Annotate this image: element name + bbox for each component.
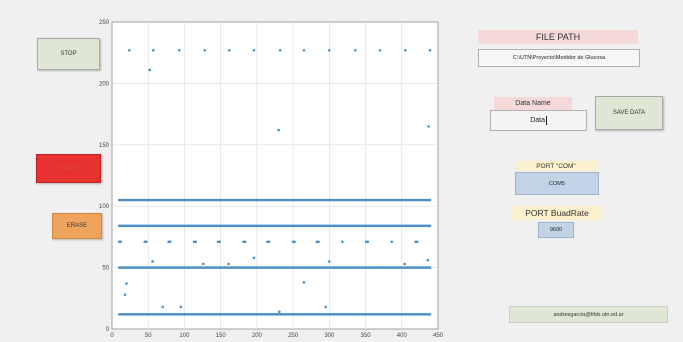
x-tick-label: 400 [397, 333, 408, 339]
footer-email: andresgarcia@frbb.utn.ed.ar [509, 306, 668, 323]
data-name-label: Data Name [494, 97, 572, 110]
data-point [168, 240, 172, 244]
data-point [278, 310, 281, 314]
data-point [428, 48, 432, 52]
data-point [324, 305, 328, 309]
data-point [243, 240, 247, 244]
data-point [428, 224, 432, 228]
data-point [194, 240, 198, 244]
file-path-input[interactable]: C:\UTN\Proyecto\Medidor de Glucosa [478, 49, 640, 67]
x-tick-label: 250 [288, 333, 299, 339]
port-com-input[interactable]: COM5 [515, 172, 599, 195]
x-tick-label: 50 [145, 333, 152, 339]
data-point [428, 198, 432, 202]
data-point [354, 48, 357, 52]
data-point [179, 305, 183, 309]
data-name-input[interactable]: Data [490, 110, 587, 131]
y-tick-label: 250 [99, 20, 110, 26]
data-point [426, 258, 430, 262]
x-tick-label: 300 [324, 333, 335, 339]
data-point [302, 281, 306, 284]
data-point [145, 240, 148, 244]
data-point [267, 240, 271, 244]
port-baud-value: 9600 [549, 227, 563, 233]
start-button-label: START [58, 165, 79, 172]
x-tick-label: 0 [110, 333, 114, 339]
y-tick-label: 150 [99, 143, 110, 149]
y-tick-label: 200 [99, 81, 110, 87]
stop-button[interactable]: STOP [37, 38, 100, 70]
data-point [148, 68, 151, 72]
data-point [178, 48, 181, 52]
data-point [119, 240, 123, 244]
data-point [427, 125, 430, 128]
file-path-label-text: FILE PATH [535, 32, 581, 42]
file-path-value: C:\UTN\Proyecto\Medidor de Glucosa [512, 55, 606, 61]
port-baud-label: PORT BuadRate [512, 206, 602, 220]
data-point [123, 293, 127, 296]
y-tick-label: 100 [99, 204, 110, 210]
plot-background [111, 21, 439, 330]
data-name-value: Data [530, 117, 545, 124]
data-point [151, 48, 155, 52]
data-point [302, 48, 306, 52]
x-tick-label: 100 [179, 333, 190, 339]
port-com-label-text: PORT "COM" [536, 162, 576, 170]
x-tick-label: 150 [216, 333, 227, 339]
data-point [328, 48, 331, 52]
port-baud-input[interactable]: 9600 [538, 222, 574, 238]
erase-button[interactable]: ERASE [52, 213, 102, 239]
text-cursor [546, 116, 547, 125]
data-point [228, 48, 231, 52]
data-point [128, 48, 131, 52]
data-point [203, 48, 207, 52]
data-point [125, 282, 128, 285]
data-point [218, 240, 221, 244]
data-point [227, 262, 230, 266]
data-point [293, 240, 296, 244]
data-point [201, 262, 205, 266]
data-point [277, 128, 280, 132]
port-com-label: PORT "COM" [515, 161, 597, 171]
data-name-label-text: Data Name [515, 100, 551, 107]
y-tick-label: 0 [106, 327, 110, 333]
data-point [252, 48, 256, 52]
data-point [390, 240, 394, 244]
erase-button-label: ERASE [66, 223, 88, 229]
x-tick-label: 450 [433, 333, 444, 339]
data-point [341, 240, 344, 244]
data-point [404, 48, 407, 52]
footer-email-text: andresgarcia@frbb.utn.ed.ar [553, 311, 624, 318]
y-tick-label: 50 [102, 266, 109, 272]
x-tick-label: 200 [252, 333, 263, 339]
data-point [161, 305, 165, 309]
data-point [151, 260, 154, 263]
data-point [378, 48, 382, 52]
data-point [317, 240, 320, 244]
file-path-label: FILE PATH [478, 30, 638, 44]
data-point [366, 240, 370, 244]
x-tick-label: 350 [361, 333, 372, 339]
save-data-button-label: SAVE DATA [612, 110, 646, 116]
data-point [252, 256, 256, 260]
stop-button-label: STOP [60, 51, 77, 57]
save-data-button[interactable]: SAVE DATA [595, 96, 663, 130]
data-point [278, 48, 282, 52]
data-point [428, 266, 432, 269]
data-points [117, 48, 432, 316]
data-point [403, 262, 406, 266]
port-baud-label-text: PORT BuadRate [525, 208, 589, 218]
axis-ticks: 0 50 100 150 200 250 300 350 400 450 0 50 100 150 200 2… [99, 20, 444, 339]
data-point [415, 240, 419, 244]
data-point [428, 312, 432, 316]
start-button[interactable]: START [36, 154, 101, 183]
data-point [328, 260, 331, 263]
port-com-value: COM5 [549, 180, 565, 187]
